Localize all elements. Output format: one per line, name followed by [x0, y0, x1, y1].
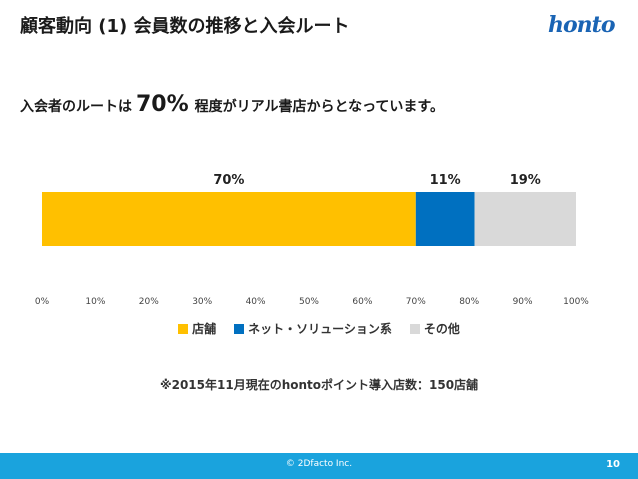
legend-item-online: ネット・ソリューション系 — [234, 320, 392, 337]
legend-swatch-store — [178, 323, 189, 334]
legend-label-other: その他 — [423, 322, 460, 336]
page-number: 10 — [606, 459, 620, 470]
x-tick-label-8: 80% — [459, 297, 479, 307]
legend-swatch-other — [409, 323, 420, 334]
footer-bar: © 2Dfacto Inc. 10 — [0, 453, 638, 479]
data-label-2: 19% — [510, 173, 541, 188]
data-label-1: 11% — [430, 173, 461, 188]
legend-item-other: その他 — [409, 320, 460, 337]
slide-title: 顧客動向 (1) 会員数の推移と入会ルート — [20, 16, 350, 37]
x-tick-label-1: 10% — [85, 297, 105, 307]
legend-swatch-online — [234, 323, 245, 334]
x-tick-label-10: 100% — [563, 297, 589, 307]
x-tick-label-9: 90% — [513, 297, 533, 307]
x-tick-label-7: 70% — [406, 297, 426, 307]
store-count-note: ※2015年11月現在のhontoポイント導入店数：150店舗 — [159, 378, 479, 392]
x-tick-label-3: 30% — [192, 297, 212, 307]
chart-legend: 店舗 ネット・ソリューション系 その他 — [0, 320, 638, 337]
x-tick-label-4: 40% — [246, 297, 266, 307]
x-tick-label-0: 0% — [35, 297, 50, 307]
x-tick-label-6: 60% — [352, 297, 372, 307]
bar-segment-2 — [474, 192, 576, 246]
x-tick-label-5: 50% — [299, 297, 319, 307]
bar-segment-1 — [415, 192, 475, 246]
lead-prefix: 入会者のルートは — [20, 99, 132, 115]
copyright-text: © 2Dfacto Inc. — [285, 459, 353, 469]
legend-item-store: 店舗 — [178, 320, 216, 337]
lead-text: 入会者のルートは 70% 程度がリアル書店からとなっています。 — [20, 92, 444, 117]
bar-segment-0 — [42, 192, 416, 246]
legend-label-online: ネット・ソリューション系 — [248, 322, 392, 336]
legend-label-store: 店舗 — [192, 322, 217, 336]
x-tick-label-2: 20% — [139, 297, 159, 307]
lead-value: 70% — [136, 92, 189, 117]
data-label-0: 70% — [213, 173, 244, 188]
lead-suffix: 程度がリアル書店からとなっています。 — [194, 99, 445, 115]
honto-logo: honto — [548, 12, 615, 38]
